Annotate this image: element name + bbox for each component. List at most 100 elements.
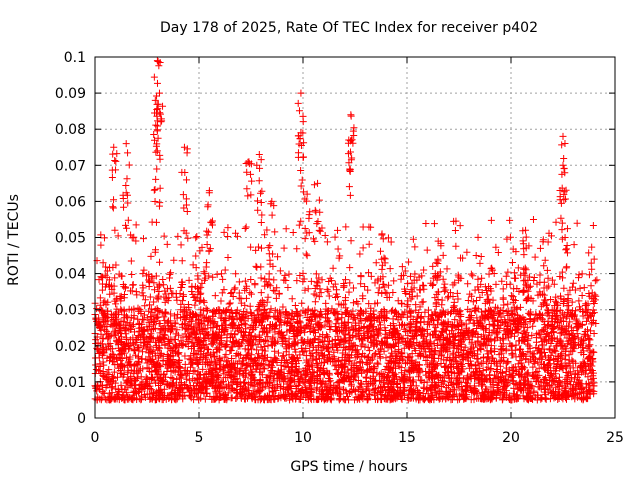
data-point	[281, 271, 289, 279]
data-point	[410, 284, 418, 292]
data-point	[219, 275, 227, 283]
data-point	[280, 244, 288, 252]
data-point	[590, 329, 598, 337]
data-point	[242, 373, 250, 381]
data-point	[160, 385, 168, 393]
data-point	[487, 216, 495, 224]
data-point	[398, 263, 406, 271]
data-point	[403, 302, 411, 310]
data-point	[276, 267, 284, 275]
data-point	[491, 345, 499, 353]
data-point	[418, 298, 426, 306]
data-point	[529, 363, 537, 371]
data-point	[285, 386, 293, 394]
data-point	[274, 253, 282, 261]
data-point	[543, 322, 551, 330]
data-point	[184, 234, 192, 242]
data-point	[462, 378, 470, 386]
data-point	[204, 346, 212, 354]
data-point	[455, 351, 463, 359]
data-point	[300, 348, 308, 356]
data-point	[541, 256, 549, 264]
data-point	[195, 285, 203, 293]
data-point	[191, 301, 199, 309]
data-point	[386, 265, 394, 273]
data-point	[462, 320, 470, 328]
data-point	[225, 300, 233, 308]
data-point	[171, 320, 179, 328]
data-point	[520, 288, 528, 296]
data-point	[496, 357, 504, 365]
data-point	[147, 252, 155, 260]
data-point	[232, 270, 240, 278]
data-point	[109, 373, 117, 381]
data-point	[273, 380, 281, 388]
data-point	[139, 235, 147, 243]
data-point	[377, 370, 385, 378]
data-point	[375, 350, 383, 358]
data-point	[474, 275, 482, 283]
data-point	[154, 292, 162, 300]
data-point	[274, 337, 282, 345]
data-point	[357, 379, 365, 387]
data-point	[357, 272, 365, 280]
data-point	[438, 382, 446, 390]
data-point	[415, 373, 423, 381]
data-point	[247, 243, 255, 251]
data-point	[453, 289, 461, 297]
data-point	[422, 394, 430, 402]
data-point	[261, 275, 269, 283]
data-point	[544, 238, 552, 246]
data-point	[132, 237, 140, 245]
data-point	[152, 272, 160, 280]
data-point	[255, 354, 263, 362]
data-point	[354, 300, 362, 308]
data-point	[357, 280, 365, 288]
data-point	[500, 301, 508, 309]
data-point	[338, 310, 346, 318]
data-point	[462, 382, 470, 390]
data-point	[146, 293, 154, 301]
data-point	[566, 368, 574, 376]
data-point	[497, 306, 505, 314]
data-point	[567, 374, 575, 382]
data-point	[260, 365, 268, 373]
data-point	[110, 289, 118, 297]
data-point	[529, 215, 537, 223]
data-point	[312, 291, 320, 299]
data-point	[145, 380, 153, 388]
data-point	[160, 232, 168, 240]
data-point	[476, 293, 484, 301]
data-point	[270, 276, 278, 284]
data-point	[540, 262, 548, 270]
data-point	[242, 223, 250, 231]
data-point	[138, 289, 146, 297]
data-point	[411, 270, 419, 278]
data-point	[356, 250, 364, 258]
data-point	[196, 290, 204, 298]
data-point	[342, 223, 350, 231]
data-point	[159, 276, 167, 284]
data-point	[100, 234, 108, 242]
data-point	[200, 374, 208, 382]
data-point	[161, 341, 169, 349]
data-point	[406, 319, 414, 327]
data-point	[416, 303, 424, 311]
data-point	[494, 310, 502, 318]
data-point	[301, 286, 309, 294]
data-point	[135, 321, 143, 329]
data-point	[509, 245, 517, 253]
data-point	[333, 379, 341, 387]
data-point	[530, 387, 538, 395]
data-point	[136, 305, 144, 313]
data-point	[200, 297, 208, 305]
data-point	[257, 289, 265, 297]
data-point	[408, 357, 416, 365]
data-point	[138, 315, 146, 323]
data-point	[419, 281, 427, 289]
data-point	[241, 225, 249, 233]
data-point	[170, 256, 178, 264]
data-point	[235, 278, 243, 286]
data-point	[429, 262, 437, 270]
data-point	[437, 332, 445, 340]
